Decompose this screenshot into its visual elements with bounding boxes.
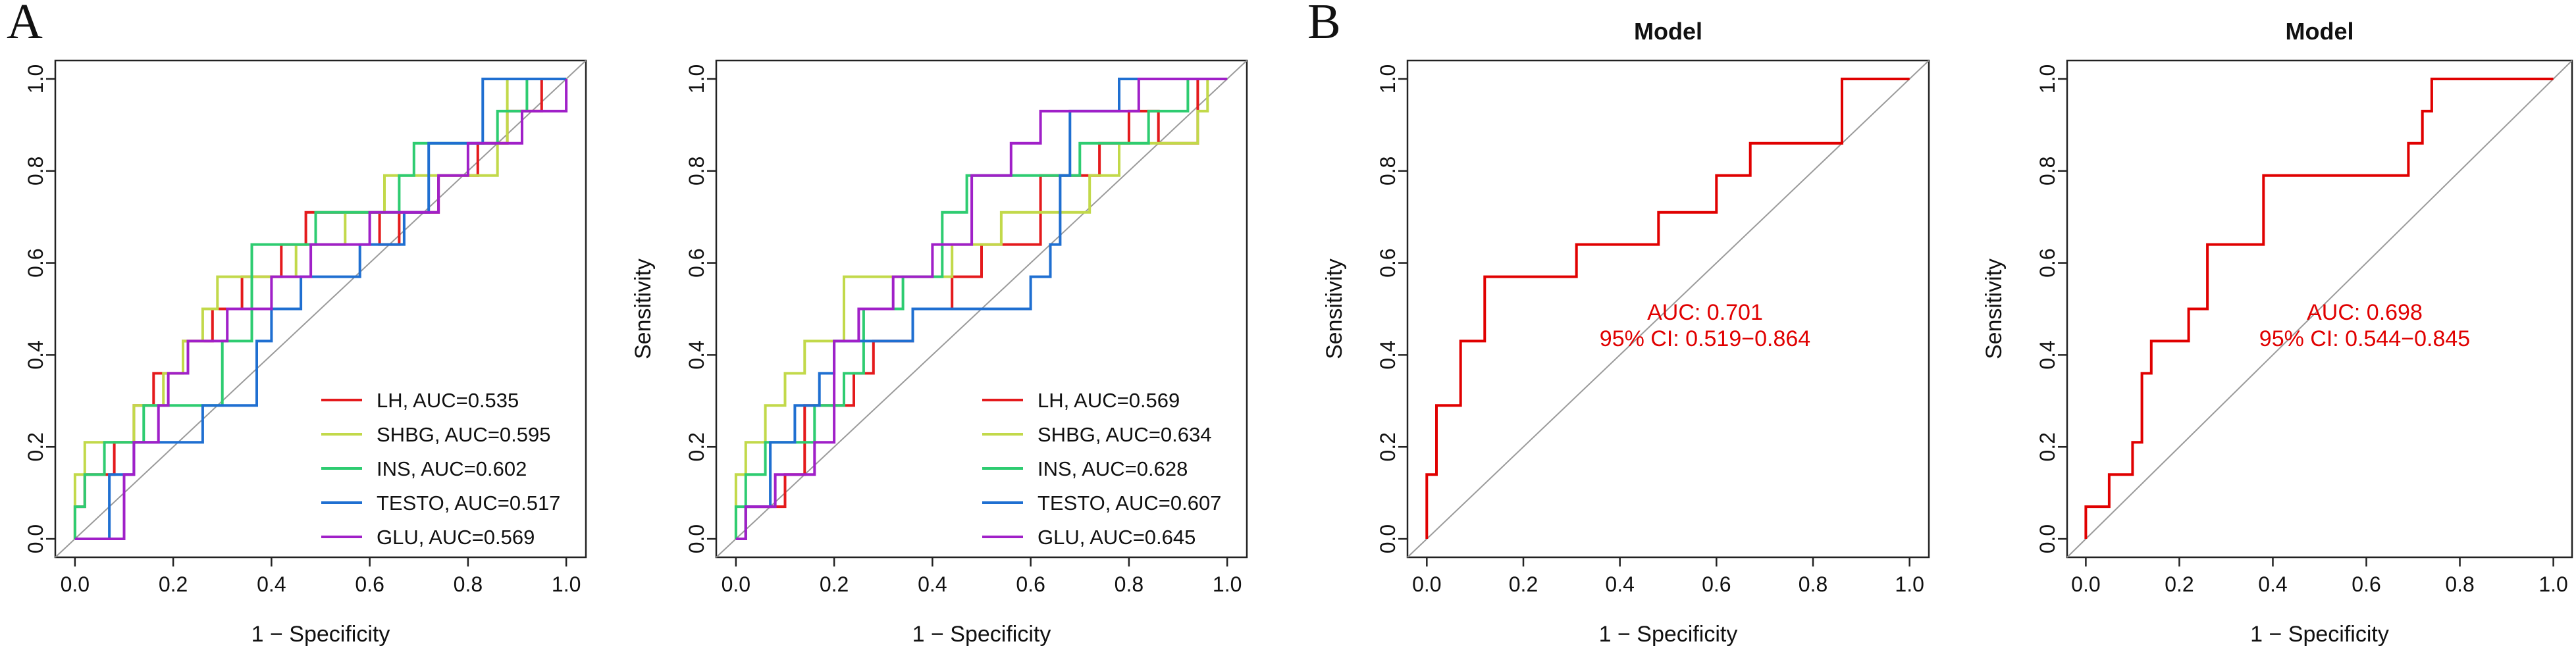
y-tick-label: 0.0	[2036, 524, 2059, 553]
plot-title: Model	[2286, 18, 2354, 45]
legend: LH, AUC=0.569 SHBG, AUC=0.634 INS, AUC=0.6…	[982, 389, 1221, 549]
x-tick-label: 0.0	[2071, 572, 2100, 596]
y-tick-label: 0.8	[685, 157, 708, 186]
x-axis-title: 1 − Specificity	[2250, 622, 2389, 647]
y-axis-title: Sensitivity	[631, 259, 656, 359]
x-tick-label: 0.4	[2258, 572, 2287, 596]
roc-panel-2: 0.0 0.0 0.2 0.2 0.4 0.4 0.6 0.6 0.8 0.8 1.0 1.0 1 − …	[631, 59, 1248, 647]
y-tick-label: 0.0	[24, 524, 47, 553]
y-tick-label: 0.6	[2036, 248, 2059, 277]
y-tick-label: 1.0	[1376, 64, 1400, 93]
y-axis-title: Sensitivity	[1322, 259, 1347, 359]
x-tick-label: 0.4	[257, 572, 286, 596]
x-tick-label: 1.0	[1213, 572, 1242, 596]
plot-frame	[54, 59, 587, 559]
auc-annotation: AUC: 0.698	[2307, 300, 2423, 325]
x-tick-label: 0.0	[1412, 572, 1441, 596]
y-tick-label: 0.4	[2036, 340, 2059, 369]
x-tick-label: 0.6	[1016, 572, 1045, 596]
legend-label-lh: LH, AUC=0.535	[377, 389, 519, 412]
y-axis-title: Sensitivity	[1982, 259, 2007, 359]
x-tick-label: 0.4	[1605, 572, 1634, 596]
x-tick-label: 0.8	[1115, 572, 1143, 596]
x-tick-label: 1.0	[2538, 572, 2567, 596]
roc-panel-4: 0.0 0.0 0.2 0.2 0.4 0.4 0.6 0.6 0.8 0.8 1.0 1.0 1 − …	[1982, 18, 2573, 647]
x-tick-label: 0.0	[722, 572, 750, 596]
y-tick-label: 1.0	[685, 64, 708, 93]
roc-curve-model	[2084, 78, 2554, 539]
y-tick-label: 0.0	[685, 524, 708, 553]
x-tick-label: 1.0	[552, 572, 581, 596]
y-tick-label: 0.8	[1376, 157, 1400, 186]
legend-label-shbg: SHBG, AUC=0.595	[377, 423, 551, 446]
plot-frame	[2066, 59, 2573, 559]
y-tick-label: 0.4	[24, 340, 47, 369]
ci-annotation: 95% CI: 0.519−0.864	[1600, 326, 1810, 351]
legend: LH, AUC=0.535 SHBG, AUC=0.595 INS, AUC=0.6…	[321, 389, 560, 549]
ci-annotation: 95% CI: 0.544−0.845	[2259, 326, 2470, 351]
x-tick-label: 0.8	[2445, 572, 2474, 596]
y-tick-label: 0.4	[1376, 340, 1400, 369]
y-tick-label: 0.6	[685, 248, 708, 277]
y-tick-label: 0.8	[2036, 157, 2059, 186]
roc-curve-shbg	[73, 78, 567, 539]
roc-panel-1: 0.0 0.0 0.2 0.2 0.4 0.4 0.6 0.6 0.8 0.8 1.0 1.0 1 − …	[7, 0, 587, 647]
legend-label-testo: TESTO, AUC=0.517	[377, 491, 560, 515]
y-tick-label: 0.6	[24, 248, 47, 277]
y-tick-label: 0.6	[1376, 248, 1400, 277]
plot-frame	[715, 59, 1248, 559]
y-tick-label: 0.4	[685, 340, 708, 369]
x-tick-label: 0.6	[355, 572, 384, 596]
auc-annotation: AUC: 0.701	[1647, 300, 1763, 325]
y-tick-label: 1.0	[2036, 64, 2059, 93]
reference-diagonal	[2066, 60, 2573, 558]
y-tick-label: 0.2	[685, 432, 708, 461]
legend-label-lh: LH, AUC=0.569	[1038, 389, 1180, 412]
x-tick-label: 0.0	[61, 572, 90, 596]
roc-curve-glu	[735, 78, 1228, 540]
x-tick-label: 0.8	[1799, 572, 1827, 596]
y-tick-label: 0.0	[1376, 524, 1400, 553]
legend-label-glu: GLU, AUC=0.569	[377, 526, 535, 549]
x-tick-label: 0.2	[159, 572, 188, 596]
x-tick-label: 0.6	[1702, 572, 1731, 596]
roc-curve-shbg	[734, 78, 1228, 539]
x-tick-label: 0.2	[820, 572, 849, 596]
panel-letter-A: A	[7, 0, 43, 49]
y-tick-label: 0.2	[1376, 432, 1400, 461]
y-tick-label: 0.2	[24, 432, 47, 461]
roc-panel-3: 0.0 0.0 0.2 0.2 0.4 0.4 0.6 0.6 0.8 0.8 1.0 1.0 1 − …	[1307, 0, 1930, 647]
x-axis-title: 1 − Specificity	[912, 622, 1051, 647]
roc-curve-model	[1425, 78, 1910, 539]
x-tick-label: 0.4	[918, 572, 947, 596]
legend-label-shbg: SHBG, AUC=0.634	[1038, 423, 1212, 446]
plot-frame	[1406, 59, 1930, 559]
x-tick-label: 0.2	[2165, 572, 2194, 596]
x-tick-label: 1.0	[1895, 572, 1924, 596]
panel-letter-B: B	[1307, 0, 1341, 49]
legend-label-glu: GLU, AUC=0.645	[1038, 526, 1196, 549]
x-tick-label: 0.8	[454, 572, 483, 596]
x-axis-title: 1 − Specificity	[1599, 622, 1738, 647]
legend-label-ins: INS, AUC=0.628	[1038, 457, 1188, 480]
y-tick-label: 0.2	[2036, 432, 2059, 461]
x-tick-label: 0.6	[2352, 572, 2380, 596]
y-tick-label: 1.0	[24, 64, 47, 93]
x-tick-label: 0.2	[1509, 572, 1538, 596]
x-axis-title: 1 − Specificity	[251, 622, 390, 647]
y-tick-label: 0.8	[24, 157, 47, 186]
plot-title: Model	[1634, 18, 1702, 45]
legend-label-testo: TESTO, AUC=0.607	[1038, 491, 1221, 515]
legend-label-ins: INS, AUC=0.602	[377, 457, 527, 480]
roc-curve-glu	[74, 79, 568, 540]
